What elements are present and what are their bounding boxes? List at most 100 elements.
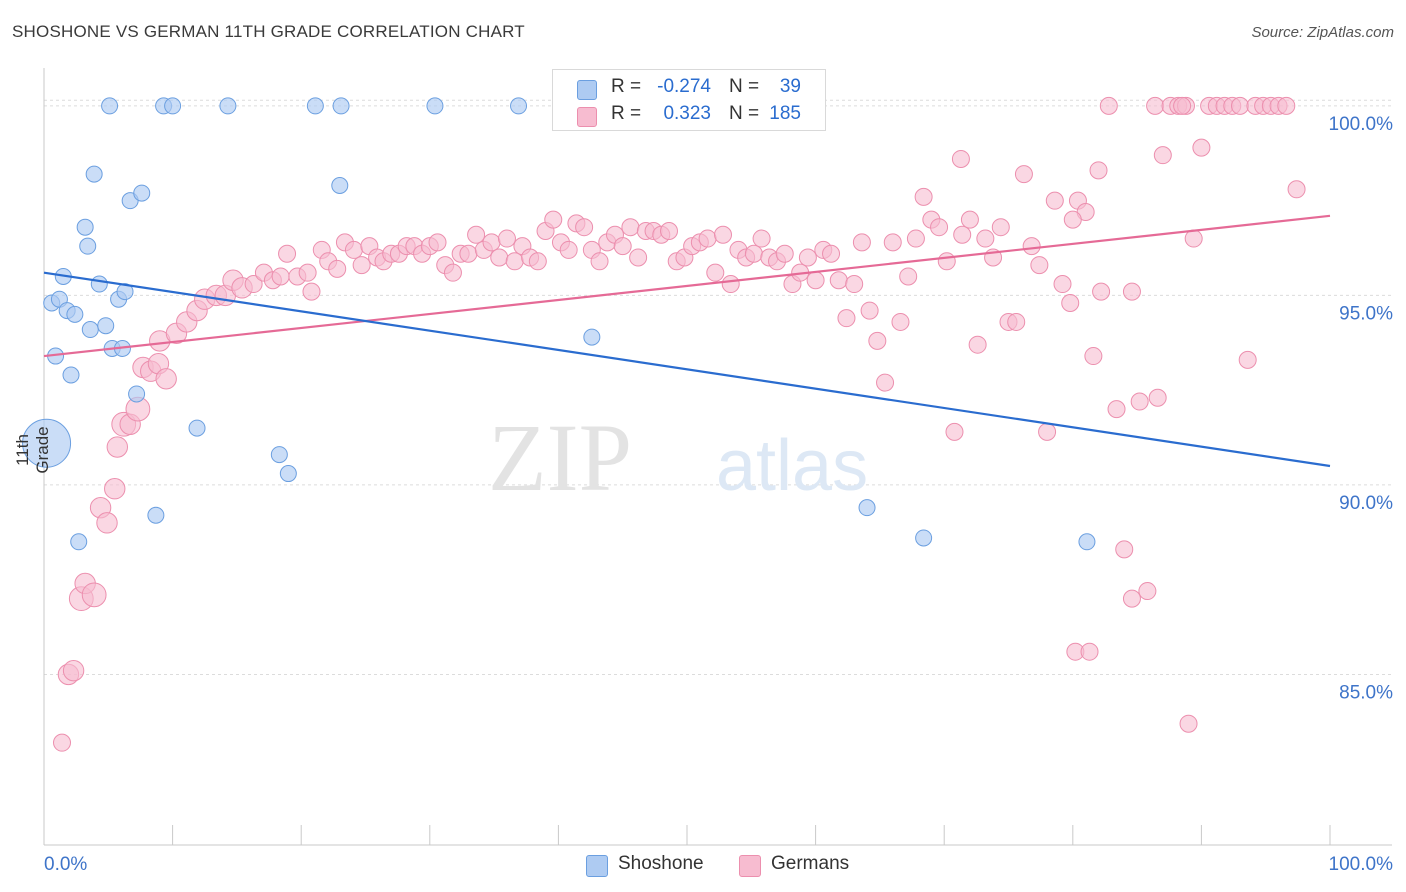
r-label: R = xyxy=(611,76,642,97)
shoshone-point xyxy=(116,283,134,301)
germans-point xyxy=(497,229,516,248)
germans-point xyxy=(976,229,995,248)
y-tick-label: 100.0% xyxy=(1329,114,1394,135)
germans-point xyxy=(590,252,609,271)
germans-point xyxy=(837,309,856,328)
germans-point xyxy=(1138,582,1157,601)
germans-point xyxy=(930,218,949,237)
germans-point xyxy=(744,244,763,263)
germans-point xyxy=(1061,293,1080,312)
shoshone-point xyxy=(62,366,80,384)
germans-point xyxy=(1030,256,1049,275)
germans-point xyxy=(1089,161,1108,180)
germans-point xyxy=(62,659,85,682)
germans-point xyxy=(544,210,563,229)
germans-point xyxy=(945,422,964,441)
germans-point xyxy=(505,252,524,271)
shoshone-point xyxy=(22,418,72,468)
germans-point xyxy=(104,478,126,500)
germans-point xyxy=(852,233,871,252)
n-label: N = xyxy=(729,76,760,97)
germans-point xyxy=(914,187,933,206)
shoshone-point xyxy=(306,97,324,115)
germans-point xyxy=(1179,714,1198,733)
germans-point xyxy=(244,275,263,294)
shoshone-point xyxy=(426,97,444,115)
germans-point xyxy=(1184,229,1203,248)
germans-point xyxy=(621,218,640,237)
shoshone-swatch xyxy=(577,80,597,100)
germans-points xyxy=(53,96,1306,752)
germans-point xyxy=(991,218,1010,237)
trend-lines xyxy=(43,214,1331,468)
germans-point xyxy=(775,244,794,263)
germans-point xyxy=(1063,210,1082,229)
germans-point xyxy=(328,259,347,278)
n-label: N = xyxy=(729,103,760,124)
germans-point xyxy=(860,301,879,320)
shoshone-point xyxy=(270,446,288,464)
y-tick-label: 90.0% xyxy=(1339,493,1393,514)
germans-point xyxy=(490,248,509,267)
shoshone-point xyxy=(85,165,103,183)
germans-point xyxy=(883,233,902,252)
germans-point xyxy=(459,244,478,263)
shoshone-point xyxy=(90,275,108,293)
germans-point xyxy=(891,312,910,331)
germans-point xyxy=(1045,191,1064,210)
germans-point xyxy=(155,368,177,390)
r-label: R = xyxy=(611,103,642,124)
shoshone-point xyxy=(128,385,146,403)
germans-point xyxy=(1287,180,1306,199)
germans-point xyxy=(1053,275,1072,294)
shoshone-point xyxy=(70,533,88,551)
germans-point xyxy=(298,263,317,282)
watermark: ZIP atlas xyxy=(488,404,868,511)
germans-point xyxy=(53,733,72,752)
germans-point xyxy=(906,229,925,248)
germans-point xyxy=(806,271,825,290)
germans-point xyxy=(352,256,371,275)
germans-point xyxy=(1130,392,1149,411)
germans-point xyxy=(714,225,733,244)
germans-point xyxy=(443,263,462,282)
germans-point xyxy=(613,237,632,256)
germans-point xyxy=(302,282,321,301)
germans-point xyxy=(1230,96,1249,115)
germans-point xyxy=(1173,96,1192,115)
n-value: 185 xyxy=(769,103,801,124)
germans-point xyxy=(1146,96,1165,115)
germans-trend-line xyxy=(43,214,1331,358)
germans-point xyxy=(798,248,817,267)
germans-point xyxy=(1238,350,1257,369)
germans-point xyxy=(106,436,129,458)
germans-point xyxy=(1153,146,1172,165)
source-credit: Source: ZipAtlas.com xyxy=(1251,24,1394,41)
shoshone-point xyxy=(583,328,601,346)
germans-legend-swatch xyxy=(739,855,761,877)
tick-labels: 85.0% 90.0% 95.0% 100.0% 0.0% 100.0% xyxy=(44,114,1393,875)
germans-point xyxy=(1007,312,1026,331)
germans-point xyxy=(659,221,678,240)
n-value: 39 xyxy=(779,76,801,97)
gridlines xyxy=(44,99,1394,675)
shoshone-point xyxy=(133,184,151,202)
germans-point xyxy=(822,244,841,263)
germans-point xyxy=(829,271,848,290)
germans-point xyxy=(951,149,970,168)
germans-point xyxy=(1038,422,1057,441)
germans-point xyxy=(845,275,864,294)
r-value: 0.323 xyxy=(663,103,711,124)
watermark-atlas: atlas xyxy=(716,426,868,506)
germans-point xyxy=(1014,165,1033,184)
germans-point xyxy=(81,582,107,608)
germans-point xyxy=(968,335,987,354)
germans-point xyxy=(96,512,118,534)
x-tick-label-max: 100.0% xyxy=(1329,854,1394,875)
germans-point xyxy=(1022,237,1041,256)
germans-point xyxy=(1107,400,1126,419)
shoshone-point xyxy=(332,97,350,115)
germans-point xyxy=(528,252,547,271)
germans-point xyxy=(559,240,578,259)
